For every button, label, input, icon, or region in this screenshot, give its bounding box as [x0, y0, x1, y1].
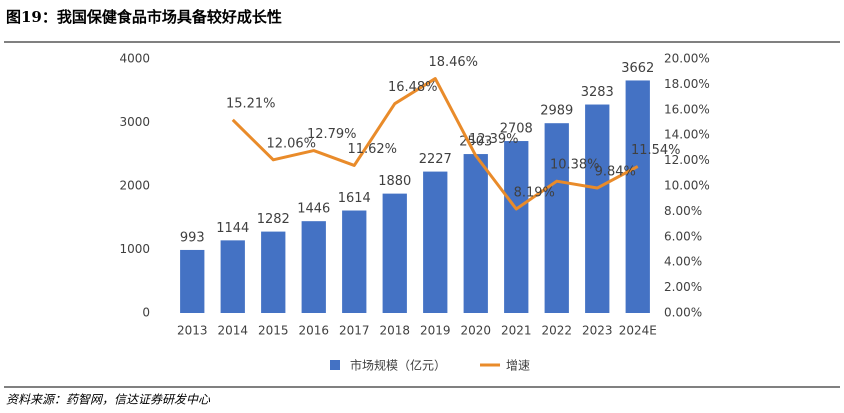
y2-tick-label: 16.00% — [664, 102, 710, 116]
bar — [382, 193, 407, 313]
y2-tick-label: 2.00% — [664, 280, 702, 294]
x-tick-label: 2016 — [298, 324, 329, 338]
bar — [220, 240, 245, 313]
x-tick-label: 2017 — [339, 324, 370, 338]
data-label: 11.54% — [631, 143, 681, 158]
data-label: 3283 — [581, 85, 614, 100]
x-tick-label: 2014 — [217, 324, 248, 338]
data-label: 9.84% — [595, 165, 636, 180]
y2-tick-label: 14.00% — [664, 128, 710, 142]
bar — [423, 171, 448, 313]
x-tick-label: 2018 — [379, 324, 410, 338]
data-label: 1144 — [216, 221, 249, 236]
data-label: 8.19% — [514, 185, 555, 200]
y2-tick-label: 18.00% — [664, 77, 710, 91]
data-label: 15.21% — [226, 96, 276, 111]
bar — [504, 141, 529, 313]
y2-tick-label: 8.00% — [664, 204, 702, 218]
source: 资料来源：药智网，信达证券研发中心 — [6, 393, 211, 407]
data-label: 12.79% — [307, 127, 357, 142]
legend-label: 增速 — [506, 359, 530, 373]
data-label: 18.46% — [428, 55, 478, 70]
x-tick-label: 2023 — [582, 324, 613, 338]
x-tick-label: 2022 — [541, 324, 572, 338]
data-label: 2708 — [500, 122, 533, 137]
x-tick-label: 2021 — [501, 324, 532, 338]
data-label: 993 — [180, 230, 205, 245]
y-tick-label: 3000 — [119, 115, 150, 129]
y2-tick-label: 10.00% — [664, 179, 710, 193]
x-tick-label: 2024E — [619, 324, 657, 338]
x-tick-label: 2013 — [177, 324, 208, 338]
chart-title: 图19：我国保健食品市场具备较好成长性 — [6, 8, 282, 26]
y2-tick-label: 12.00% — [664, 153, 710, 167]
bar — [463, 154, 488, 313]
bar — [180, 249, 205, 313]
data-label: 12.06% — [266, 136, 316, 151]
bar — [261, 231, 286, 313]
data-label: 1282 — [257, 212, 290, 227]
data-label: 10.38% — [550, 158, 600, 173]
legend-swatch — [330, 360, 340, 370]
bar — [301, 221, 326, 313]
y-tick-label: 4000 — [119, 52, 150, 66]
y2-tick-label: 6.00% — [664, 229, 702, 243]
data-label: 1614 — [338, 191, 371, 206]
y2-tick-label: 20.00% — [664, 52, 710, 66]
line — [231, 77, 639, 211]
data-label: 1880 — [378, 174, 411, 189]
x-tick-label: 2019 — [420, 324, 451, 338]
x-tick-label: 2015 — [258, 324, 289, 338]
bar — [585, 104, 610, 313]
y2-tick-label: 4.00% — [664, 255, 702, 269]
legend-label: 市场规模（亿元） — [350, 358, 446, 373]
bar — [342, 210, 367, 313]
y-tick-label: 1000 — [119, 242, 150, 256]
data-label: 2989 — [540, 104, 573, 119]
y2-tick-label: 0.00% — [664, 306, 702, 320]
data-label: 16.48% — [388, 80, 438, 95]
data-label: 2227 — [419, 152, 452, 167]
data-label: 1446 — [297, 202, 330, 217]
data-label: 12.39% — [469, 132, 519, 147]
y-tick-label: 0 — [142, 306, 150, 320]
bar — [625, 80, 650, 313]
data-label: 3662 — [621, 61, 654, 76]
bar — [544, 123, 569, 313]
y-tick-label: 2000 — [119, 179, 150, 193]
x-tick-label: 2020 — [460, 324, 491, 338]
data-label: 11.62% — [347, 142, 397, 157]
